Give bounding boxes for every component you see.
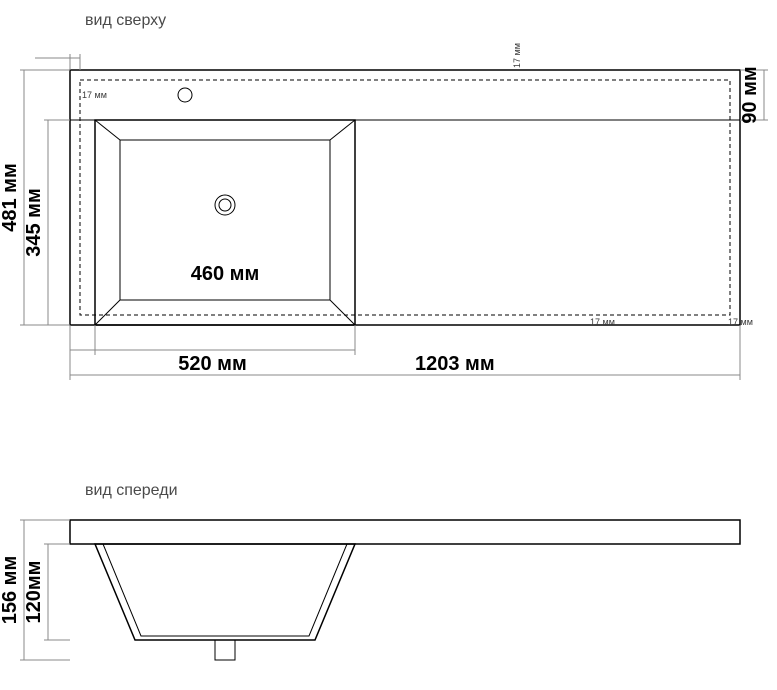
top-outer (70, 70, 740, 325)
drain-inner (219, 199, 231, 211)
dim-17-t: 17 мм (512, 43, 522, 68)
svg-text:345 мм: 345 мм (23, 188, 45, 257)
title-front: вид спереди (85, 482, 178, 499)
dim-1203: 1203 мм (415, 353, 495, 375)
top-dashed-inset (80, 80, 730, 315)
dim-17-br: 17 мм (728, 317, 753, 327)
title-top: вид сверху (85, 12, 166, 29)
dim-460: 460 мм (191, 263, 260, 285)
front-slab (70, 520, 740, 544)
svg-text:481 мм: 481 мм (0, 163, 21, 232)
dim-17-tl: 17 мм (82, 90, 107, 100)
front-drain-pipe (215, 640, 235, 660)
basin-outer (95, 120, 355, 325)
svg-text:90 мм: 90 мм (739, 66, 761, 123)
front-basin (95, 544, 355, 640)
dim-520: 520 мм (178, 353, 247, 375)
svg-text:156 мм: 156 мм (0, 556, 21, 625)
dim-17-b: 17 мм (590, 317, 615, 327)
drain-outer (215, 195, 235, 215)
svg-text:120мм: 120мм (23, 561, 45, 624)
tap-hole (178, 88, 192, 102)
